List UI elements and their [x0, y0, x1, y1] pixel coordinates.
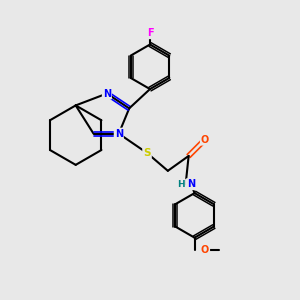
Text: O: O	[201, 244, 209, 255]
Text: N: N	[103, 88, 111, 98]
Text: H: H	[177, 180, 185, 189]
Text: S: S	[143, 148, 151, 158]
Text: N: N	[187, 179, 195, 189]
Text: N: N	[115, 129, 123, 139]
Text: O: O	[201, 135, 209, 145]
Text: F: F	[147, 28, 153, 38]
